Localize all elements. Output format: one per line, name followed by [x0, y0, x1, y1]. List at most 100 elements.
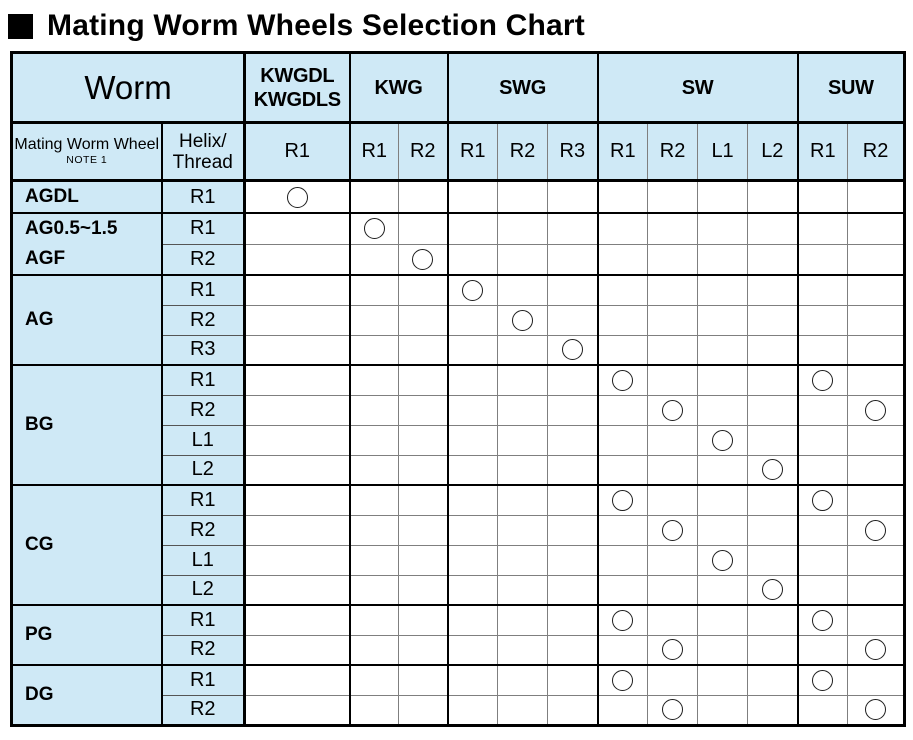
compatibility-cell	[446, 634, 499, 666]
compatibility-cell	[847, 424, 906, 456]
compatibility-cell	[547, 544, 599, 576]
compatibility-cell	[596, 664, 649, 696]
compatibility-cell	[747, 394, 799, 426]
compatibility-cell	[547, 514, 599, 546]
helix-code-header: R2	[497, 122, 549, 182]
compatibility-cell	[243, 179, 351, 214]
helix-code-cell: R1	[161, 484, 247, 515]
compatibility-cell	[243, 454, 351, 486]
compatibility-cell	[348, 544, 400, 576]
compatibility-cell	[446, 334, 499, 366]
compatibility-cell	[697, 604, 749, 636]
compatibility-cell	[348, 484, 400, 516]
compatibility-cell	[847, 304, 906, 336]
compatibility-cell	[547, 694, 599, 726]
compatibility-cell	[647, 604, 699, 636]
compatibility-cell	[647, 694, 699, 726]
compatibility-cell	[747, 574, 799, 606]
worm-wheel-group-label: CG	[11, 484, 163, 606]
compatibility-cell	[348, 394, 400, 426]
compatibility-cell	[547, 604, 599, 636]
compatibility-cell	[647, 514, 699, 546]
table-row: L1	[12, 424, 906, 456]
match-circle-icon	[712, 549, 734, 571]
helix-code-header: R2	[647, 122, 699, 182]
compatibility-cell	[348, 179, 400, 214]
compatibility-cell	[596, 604, 649, 636]
compatibility-cell	[398, 694, 449, 726]
compatibility-cell	[398, 334, 449, 366]
table-row: L2	[12, 574, 906, 606]
compatibility-cell	[747, 604, 799, 636]
compatibility-cell	[446, 514, 499, 546]
compatibility-cell	[497, 664, 549, 696]
match-circle-icon	[662, 639, 684, 661]
compatibility-cell	[647, 394, 699, 426]
compatibility-cell	[796, 604, 849, 636]
table-row: R2	[12, 694, 906, 726]
compatibility-cell	[497, 364, 549, 396]
match-circle-icon	[812, 369, 834, 391]
helix-code-cell: R1	[161, 274, 247, 305]
compatibility-cell	[398, 394, 449, 426]
compatibility-cell	[747, 304, 799, 336]
compatibility-cell	[796, 514, 849, 546]
compatibility-cell	[398, 454, 449, 486]
compatibility-cell	[697, 694, 749, 726]
compatibility-cell	[796, 544, 849, 576]
helix-code-header: R2	[398, 122, 449, 182]
table-row: AGDL R1	[11, 179, 906, 214]
compatibility-cell	[747, 364, 799, 396]
compatibility-cell	[547, 334, 599, 366]
helix-code-cell: R2	[161, 694, 247, 725]
match-circle-icon	[412, 248, 434, 270]
helix-code-cell: R2	[161, 634, 247, 665]
match-circle-icon	[865, 639, 887, 661]
compatibility-cell	[497, 212, 549, 245]
table-row: R2	[12, 634, 906, 666]
compatibility-cell	[847, 394, 906, 426]
compatibility-cell	[596, 484, 649, 516]
compatibility-cell	[697, 664, 749, 696]
compatibility-cell	[446, 243, 499, 276]
compatibility-cell	[398, 484, 449, 516]
worm-wheel-group-label: BG	[11, 364, 163, 486]
compatibility-cell	[796, 694, 849, 726]
match-circle-icon	[865, 399, 887, 421]
compatibility-cell	[747, 664, 799, 696]
compatibility-cell	[243, 424, 351, 456]
compatibility-cell	[446, 304, 499, 336]
compatibility-cell	[547, 574, 599, 606]
column-group-header: KWG	[348, 52, 449, 124]
compatibility-cell	[497, 334, 549, 366]
helix-thread-header: Helix/ Thread	[161, 122, 247, 182]
compatibility-cell	[547, 664, 599, 696]
black-square-icon	[8, 13, 33, 39]
compatibility-cell	[398, 179, 449, 214]
table-row: R2	[12, 243, 906, 276]
compatibility-cell	[796, 394, 849, 426]
compatibility-cell	[697, 304, 749, 336]
match-circle-icon	[612, 369, 634, 391]
helix-code-cell: L1	[161, 544, 247, 575]
compatibility-cell	[497, 484, 549, 516]
compatibility-cell	[647, 304, 699, 336]
helix-code-header: R1	[596, 122, 649, 182]
page-header: Mating Worm Wheels Selection Chart	[0, 0, 913, 51]
compatibility-cell	[243, 304, 351, 336]
compatibility-cell	[497, 424, 549, 456]
compatibility-cell	[697, 179, 749, 214]
compatibility-cell	[647, 243, 699, 276]
compatibility-cell	[497, 454, 549, 486]
table-row: R2	[12, 304, 906, 336]
compatibility-cell	[847, 364, 906, 396]
worm-wheel-group-label: AGDL	[11, 179, 163, 214]
compatibility-cell	[647, 634, 699, 666]
compatibility-cell	[647, 544, 699, 576]
compatibility-cell	[497, 544, 549, 576]
compatibility-cell	[747, 334, 799, 366]
compatibility-cell	[847, 484, 906, 516]
compatibility-cell	[647, 334, 699, 366]
match-circle-icon	[812, 609, 834, 631]
compatibility-cell	[348, 634, 400, 666]
